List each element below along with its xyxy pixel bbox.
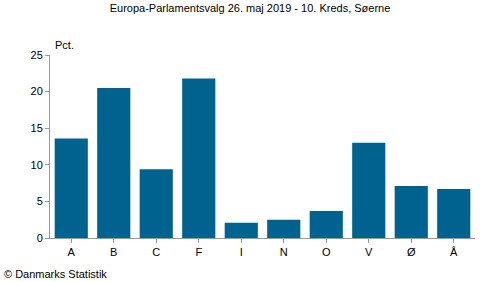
svg-text:15: 15: [31, 122, 43, 134]
svg-text:Å: Å: [450, 246, 458, 258]
svg-text:I: I: [240, 246, 243, 258]
svg-text:20: 20: [31, 85, 43, 97]
svg-text:Pct.: Pct.: [55, 39, 74, 51]
svg-text:0: 0: [37, 232, 43, 244]
svg-text:O: O: [322, 246, 331, 258]
svg-text:V: V: [365, 246, 373, 258]
svg-text:A: A: [68, 246, 76, 258]
svg-text:Europa-Parlamentsvalg 26. maj: Europa-Parlamentsvalg 26. maj 2019 - 10.…: [110, 2, 391, 14]
svg-text:B: B: [110, 246, 117, 258]
svg-text:25: 25: [31, 49, 43, 61]
svg-text:C: C: [152, 246, 160, 258]
svg-text:F: F: [195, 246, 202, 258]
svg-text:© Danmarks Statistik: © Danmarks Statistik: [4, 268, 107, 280]
svg-text:N: N: [280, 246, 288, 258]
svg-text:Ø: Ø: [407, 246, 416, 258]
svg-text:10: 10: [31, 159, 43, 171]
svg-text:5: 5: [37, 195, 43, 207]
